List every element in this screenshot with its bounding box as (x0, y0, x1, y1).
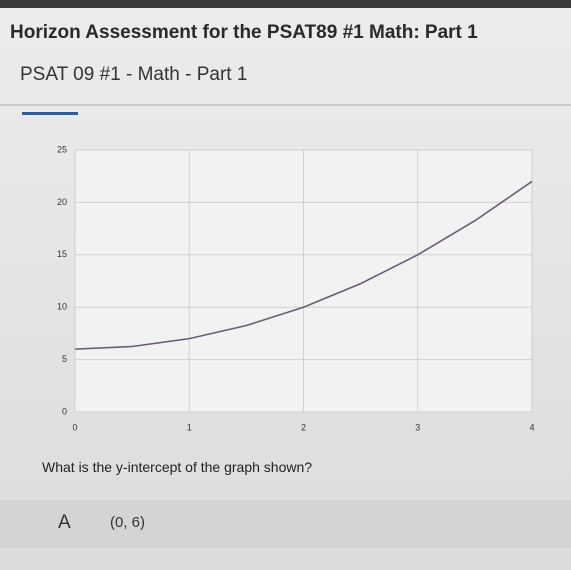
x-tick-label: 4 (529, 422, 534, 432)
choice-text: (0, 6) (110, 514, 146, 531)
assessment-subtitle: PSAT 09 #1 - Math - Part 1 (20, 64, 248, 85)
curve (74, 180, 533, 350)
x-tick-label: 2 (301, 422, 306, 432)
y-tick-label: 10 (57, 302, 67, 312)
y-tick-label: 15 (57, 249, 67, 259)
y-tick-label: 0 (62, 406, 67, 416)
x-tick-label: 3 (415, 422, 420, 432)
y-tick-label: 25 (57, 144, 67, 154)
graph: 0 5 10 15 20 25 0 1 2 3 4 (57, 144, 534, 432)
top-strip (0, 0, 571, 8)
question-text: What is the y-intercept of the graph sho… (42, 459, 313, 475)
answer-choice[interactable]: A (0, 6) (0, 500, 571, 548)
x-tick-label: 0 (72, 422, 77, 432)
assessment-title: Horizon Assessment for the PSAT89 #1 Mat… (10, 22, 478, 43)
choice-letter: A (58, 512, 71, 533)
y-tick-label: 20 (57, 197, 67, 207)
divider (0, 104, 571, 106)
y-tick-label: 5 (62, 354, 67, 364)
x-tick-label: 1 (187, 422, 192, 432)
tab-indicator (22, 112, 78, 115)
